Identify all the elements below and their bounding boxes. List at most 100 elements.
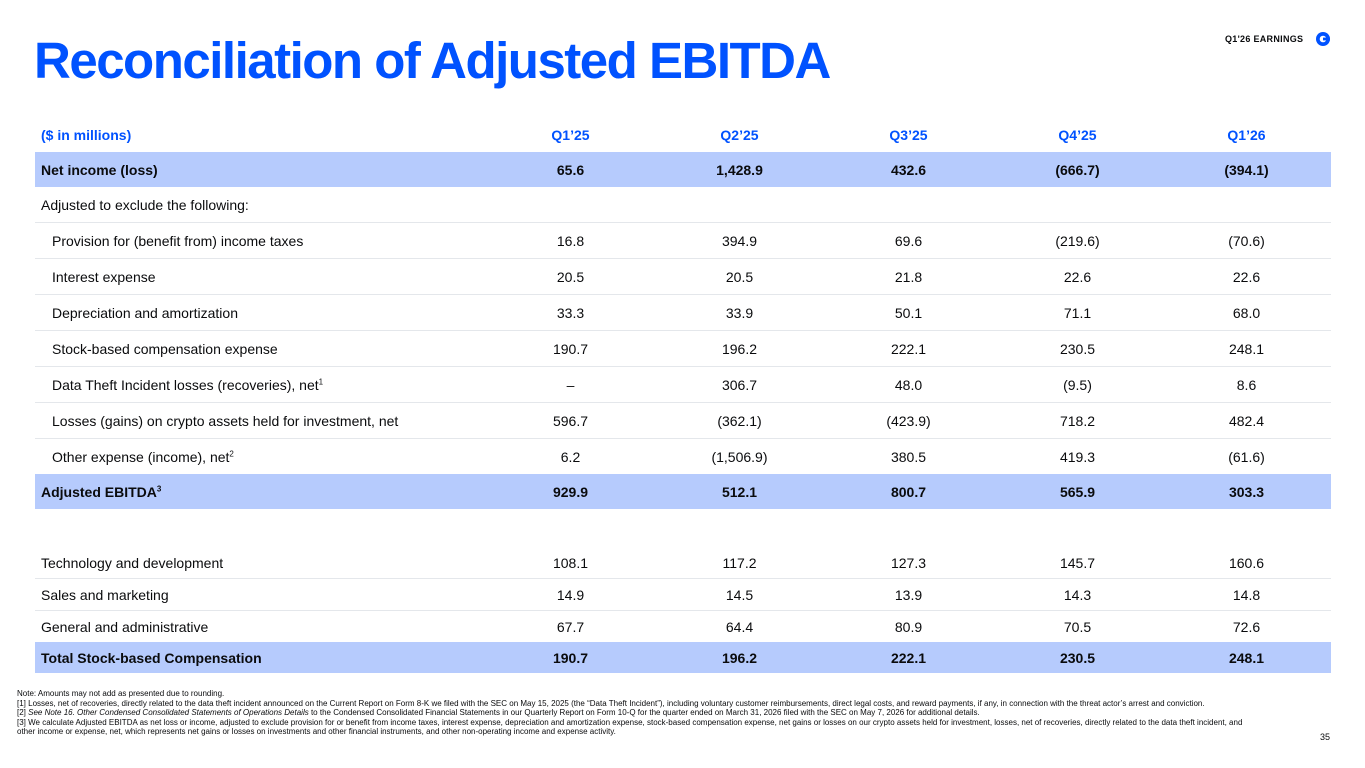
table-cell: 69.6 [824, 222, 993, 259]
table-cell: 482.4 [1162, 402, 1331, 439]
spacer-row [35, 509, 1331, 547]
table-cell: 394.9 [655, 222, 824, 259]
table-cell: 248.1 [1162, 642, 1331, 673]
note-2: [2] See Note 16. Other Condensed Consoli… [17, 708, 1262, 718]
page-number: 35 [1320, 732, 1331, 742]
table-cell: 190.7 [486, 642, 655, 673]
table-cell [655, 187, 824, 223]
table-cell: (70.6) [1162, 222, 1331, 259]
table-cell: 1,428.9 [655, 152, 824, 187]
note-3: [3] We calculate Adjusted EBITDA as net … [17, 717, 1243, 737]
table-cell: 33.3 [486, 294, 655, 331]
table-cell [486, 187, 655, 223]
note-1: [1] Losses, net of recoveries, directly … [17, 698, 1205, 708]
footnote-marker: 1 [318, 376, 324, 386]
brand-logo-icon [1316, 32, 1330, 46]
interest-expense-row: Interest expense 20.5 20.5 21.8 22.6 22.… [35, 258, 1331, 295]
total-stock-comp-row: Total Stock-based Compensation 190.7 196… [35, 642, 1331, 673]
table-cell: 13.9 [824, 578, 993, 611]
row-label: Other expense (income), net2 [35, 439, 486, 475]
table-cell: 160.6 [1162, 547, 1331, 579]
spacer-cell [35, 509, 1331, 547]
table-cell: 117.2 [655, 547, 824, 579]
row-label-text: General and administrative [41, 618, 209, 635]
row-label-text: Interest expense [52, 268, 156, 285]
table-cell: 222.1 [824, 330, 993, 367]
sales-marketing-row: Sales and marketing 14.9 14.5 13.9 14.3 … [35, 578, 1331, 611]
row-label: Losses (gains) on crypto assets held for… [35, 402, 486, 439]
table-cell: (219.6) [993, 222, 1162, 259]
table-cell: (666.7) [993, 152, 1162, 187]
table-cell: 67.7 [556, 618, 585, 635]
table-cell: 248.1 [1162, 330, 1331, 367]
table-cell [1162, 187, 1331, 223]
row-label: Data Theft Incident losses (recoveries),… [35, 366, 486, 403]
row-label: Technology and development [35, 547, 486, 579]
table-cell: (1,506.9) [711, 448, 768, 465]
row-label: Sales and marketing [35, 578, 486, 611]
table-cell: 222.1 [824, 642, 993, 673]
table-cell: 190.7 [486, 330, 655, 367]
row-label-text: Stock-based compensation expense [52, 340, 278, 357]
row-label-text: Total Stock-based Compensation [41, 649, 262, 666]
table-cell: 145.7 [993, 547, 1162, 579]
column-header-q4-25: Q4’25 [1058, 126, 1097, 143]
row-label-text: Net income (loss) [41, 161, 158, 178]
table-cell: 8.6 [1162, 366, 1331, 403]
footnote-marker: 2 [229, 448, 234, 458]
table-cell: 71.1 [993, 294, 1162, 331]
row-label: Interest expense [35, 258, 486, 295]
table-cell: 65.6 [486, 152, 655, 187]
table-cell: 196.2 [655, 642, 824, 673]
footnote-marker: 3 [156, 483, 162, 493]
table-cell: 108.1 [486, 547, 655, 579]
row-label-text: Adjusted to exclude the following: [41, 196, 249, 213]
reconciliation-table: ($ in millions) Q1’25 Q2’25 Q3’25 Q4’25 … [35, 117, 1331, 673]
table-cell: 68.0 [1162, 294, 1331, 331]
row-label: General and administrative [35, 611, 486, 643]
row-label: Total Stock-based Compensation [35, 642, 486, 673]
row-label: Adjusted EBITDA3 [35, 474, 486, 509]
table-cell: 21.8 [824, 258, 993, 295]
table-cell: 432.6 [824, 152, 993, 187]
table-cell: 565.9 [993, 474, 1162, 509]
net-income-row: Net income (loss) 65.6 1,428.9 432.6 (66… [35, 152, 1331, 187]
table-cell: – [486, 366, 655, 403]
page-title: Reconciliation of Adjusted EBITDA [34, 32, 831, 89]
table-cell: 64.4 [725, 618, 754, 635]
note-rounding: Note: Amounts may not add as presented d… [17, 689, 225, 698]
table-cell: 80.9 [894, 618, 923, 635]
adjustments-heading-row: Adjusted to exclude the following: [35, 187, 1331, 223]
row-label-text: Adjusted EBITDA [41, 483, 157, 500]
note-2-rest: to the Condensed Consolidated Financial … [308, 708, 980, 718]
note-2-prefix: [2] [17, 708, 29, 718]
table-cell: 22.6 [993, 258, 1162, 295]
row-label: Adjusted to exclude the following: [35, 187, 486, 223]
table-cell: 929.9 [486, 474, 655, 509]
table-cell: 303.3 [1162, 474, 1331, 509]
table-cell: 800.7 [824, 474, 993, 509]
table-cell: (61.6) [1228, 448, 1265, 465]
table-cell: 22.6 [1162, 258, 1331, 295]
column-header-units: ($ in millions) [41, 126, 132, 143]
row-label-text: Other expense (income), net [52, 448, 230, 465]
row-label-text: Provision for (benefit from) income taxe… [52, 232, 304, 249]
column-header-q2-25: Q2’25 [720, 126, 759, 143]
table-cell: 419.3 [1059, 448, 1096, 465]
row-label-text: Losses (gains) on crypto assets held for… [52, 412, 399, 429]
row-label-text: Sales and marketing [41, 586, 169, 603]
table-cell: 14.8 [1162, 578, 1331, 611]
other-expense-row: Other expense (income), net2 6.2 (1,506.… [35, 439, 1331, 475]
column-header-q3-25: Q3’25 [889, 126, 928, 143]
table-cell: (362.1) [655, 402, 824, 439]
table-cell: 20.5 [486, 258, 655, 295]
table-cell: 127.3 [824, 547, 993, 579]
table-cell: 16.8 [486, 222, 655, 259]
tech-dev-row: Technology and development 108.1 117.2 1… [35, 547, 1331, 579]
table-cell: 20.5 [655, 258, 824, 295]
table-cell: 306.7 [655, 366, 824, 403]
footnotes: Note: Amounts may not add as presented d… [17, 689, 1262, 737]
row-label: Net income (loss) [35, 152, 486, 187]
table-cell [993, 187, 1162, 223]
data-theft-row: Data Theft Incident losses (recoveries),… [35, 366, 1331, 403]
